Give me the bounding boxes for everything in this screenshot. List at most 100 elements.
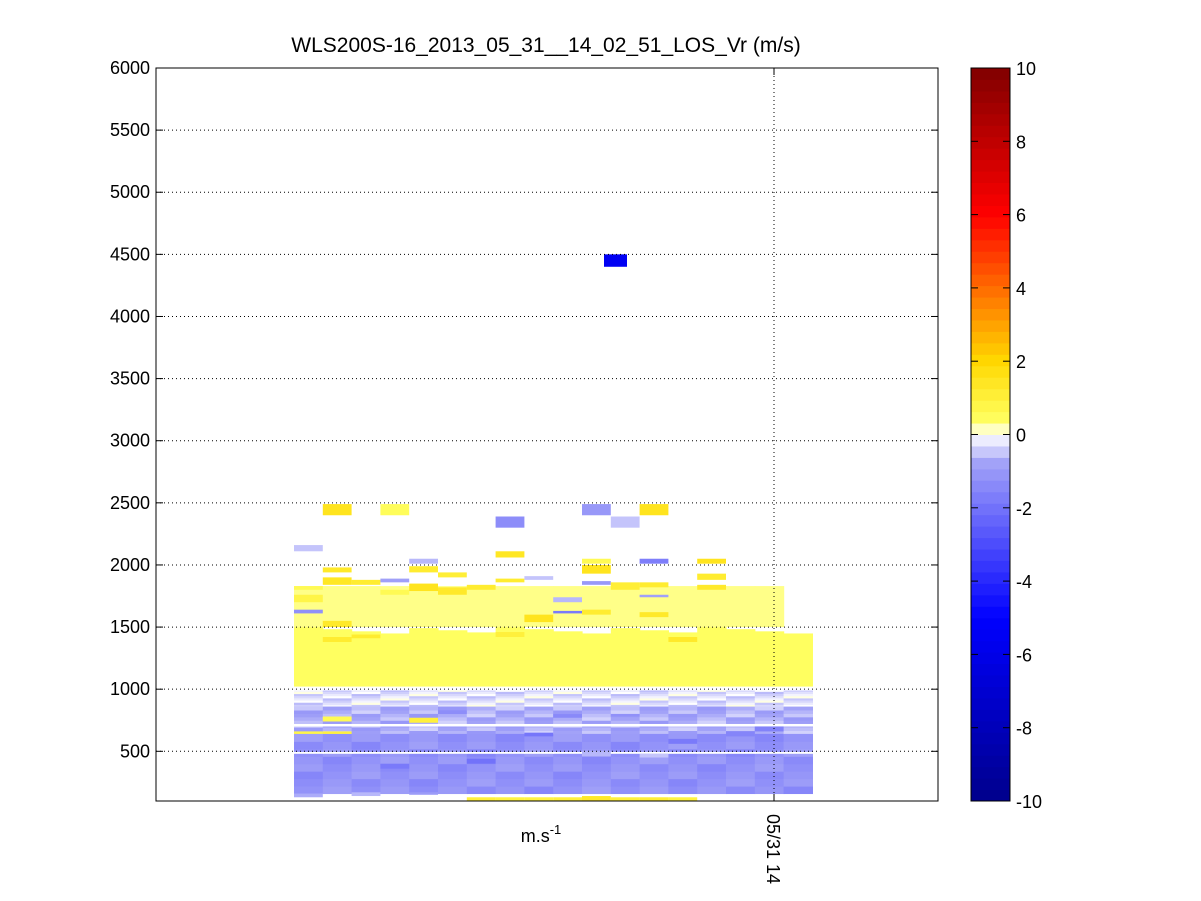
heatmap-gap bbox=[495, 751, 525, 754]
colorbar-segment bbox=[971, 445, 1010, 458]
heatmap-cell bbox=[668, 730, 698, 735]
heatmap-cell bbox=[322, 693, 353, 697]
heatmap-cell bbox=[322, 706, 353, 711]
heatmap-cell bbox=[495, 702, 525, 705]
heatmap-cell bbox=[322, 704, 353, 708]
heatmap-cell bbox=[466, 706, 497, 711]
heatmap-cell bbox=[409, 628, 439, 687]
colorbar-tick-label: -4 bbox=[1016, 572, 1032, 592]
heatmap-cell bbox=[668, 716, 698, 721]
heatmap-cell bbox=[783, 700, 813, 703]
heatmap-cell bbox=[380, 700, 410, 703]
heatmap-cell bbox=[726, 756, 756, 765]
heatmap-cell bbox=[380, 704, 410, 708]
heatmap-cell bbox=[697, 778, 727, 787]
heatmap-cell bbox=[726, 629, 756, 687]
heatmap-cell bbox=[524, 713, 554, 718]
heatmap-cell bbox=[639, 704, 669, 708]
heatmap-cell bbox=[582, 709, 612, 714]
heatmap-cell bbox=[495, 741, 525, 750]
heatmap-cell bbox=[466, 632, 497, 687]
heatmap-cell bbox=[639, 720, 669, 725]
heatmap-cell bbox=[582, 558, 611, 564]
heatmap-cell bbox=[610, 628, 641, 687]
heatmap-cell bbox=[294, 693, 324, 697]
colorbar-segment bbox=[971, 411, 1010, 424]
heatmap-cell bbox=[495, 716, 525, 721]
heatmap-cell bbox=[783, 693, 813, 697]
x-axis-label: m.s-1 bbox=[521, 822, 562, 846]
heatmap-cell bbox=[697, 709, 727, 714]
heatmap-cell bbox=[610, 695, 641, 699]
heatmap-gap bbox=[697, 751, 727, 754]
heatmap-cell bbox=[610, 714, 640, 717]
heatmap-cell bbox=[294, 778, 324, 787]
heatmap-cell bbox=[754, 693, 785, 697]
colorbar: -10 -8 -6 -4 -2 0 2 4 6 8 10 bbox=[970, 59, 1042, 812]
heatmap-cell bbox=[697, 586, 727, 628]
heatmap-cell bbox=[409, 691, 439, 695]
heatmap-cell bbox=[322, 786, 353, 795]
heatmap-gap bbox=[697, 686, 727, 691]
heatmap-cell bbox=[610, 704, 641, 708]
colorbar-segment bbox=[971, 594, 1010, 607]
heatmap-cell bbox=[294, 706, 324, 711]
heatmap-gap bbox=[524, 751, 554, 754]
heatmap-cell bbox=[466, 713, 497, 718]
heatmap-cell bbox=[524, 778, 554, 787]
heatmap-cell bbox=[409, 733, 439, 742]
heatmap-gap bbox=[294, 723, 324, 727]
heatmap-cell bbox=[610, 797, 640, 801]
heatmap-cell bbox=[438, 693, 468, 697]
colorbar-segment bbox=[971, 652, 1010, 665]
heatmap-cell bbox=[639, 700, 669, 703]
heatmap-gap bbox=[294, 751, 324, 754]
heatmap-cell bbox=[466, 763, 497, 772]
heatmap-cell bbox=[582, 581, 611, 585]
heatmap-cell bbox=[553, 693, 583, 697]
heatmap-cell bbox=[380, 706, 410, 711]
heatmap-cell bbox=[668, 693, 698, 697]
colorbar-segment bbox=[971, 113, 1010, 126]
heatmap-cell bbox=[610, 733, 641, 742]
heatmap-cell bbox=[754, 733, 785, 742]
heatmap-cell bbox=[524, 697, 554, 701]
heatmap-cell bbox=[726, 691, 756, 695]
heatmap-cell bbox=[322, 733, 353, 742]
heatmap-cell bbox=[783, 756, 813, 765]
heatmap-cell bbox=[754, 716, 785, 721]
colorbar-segment bbox=[971, 239, 1010, 252]
heatmap-cell bbox=[697, 691, 727, 695]
heatmap-cell bbox=[668, 706, 698, 711]
heatmap-cell bbox=[524, 732, 554, 737]
heatmap-cell bbox=[466, 733, 497, 742]
heatmap-cell bbox=[524, 763, 554, 772]
heatmap-cell bbox=[294, 639, 323, 677]
heatmap-cell bbox=[639, 753, 669, 758]
y-tick-label: 1500 bbox=[110, 617, 150, 637]
heatmap-cell bbox=[524, 695, 554, 699]
heatmap-cell bbox=[322, 720, 353, 725]
heatmap-cell bbox=[553, 695, 583, 699]
heatmap-cell bbox=[726, 695, 756, 699]
heatmap-cell bbox=[697, 756, 727, 765]
colorbar-segment bbox=[971, 549, 1010, 561]
colorbar-segment bbox=[971, 136, 1010, 149]
heatmap-cell bbox=[322, 620, 352, 628]
heatmap-gap bbox=[553, 751, 583, 754]
heatmap-gap bbox=[668, 686, 698, 691]
heatmap-cell bbox=[466, 693, 497, 697]
heatmap-cell bbox=[697, 763, 727, 772]
heatmap-gap bbox=[783, 686, 813, 691]
heatmap-cell bbox=[438, 763, 468, 772]
heatmap-cell bbox=[380, 504, 410, 516]
heatmap-gap bbox=[783, 723, 813, 727]
heatmap-cell bbox=[668, 637, 698, 642]
heatmap-cell bbox=[438, 691, 468, 695]
heatmap-cell bbox=[553, 733, 583, 742]
heatmap-gap bbox=[409, 723, 439, 727]
heatmap-cell bbox=[610, 716, 641, 721]
heatmap-gap bbox=[409, 751, 439, 754]
heatmap-cell bbox=[668, 697, 698, 701]
heatmap-cell bbox=[351, 706, 381, 711]
